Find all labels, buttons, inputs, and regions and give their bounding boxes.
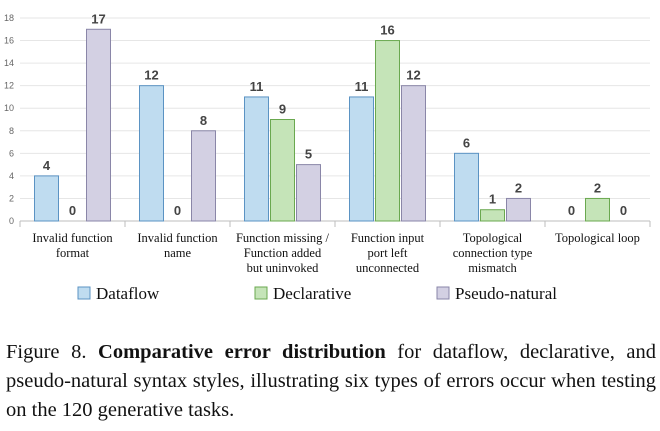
x-category-label: name	[164, 246, 192, 260]
x-category-label: port left	[368, 246, 408, 260]
y-tick-label: 0	[9, 216, 14, 226]
legend-swatch	[77, 286, 91, 300]
bar	[585, 197, 610, 222]
bar	[506, 197, 531, 222]
data-label: 0	[69, 203, 76, 218]
data-label: 17	[91, 11, 105, 26]
x-category-label: mismatch	[468, 261, 517, 275]
data-label: 8	[200, 113, 207, 128]
bar	[454, 152, 479, 222]
y-tick-label: 18	[4, 13, 14, 23]
y-tick-label: 14	[4, 58, 14, 68]
data-label: 11	[250, 79, 264, 94]
bar	[375, 40, 400, 222]
x-category-label: Topological loop	[555, 231, 640, 245]
y-tick-label: 8	[9, 126, 14, 136]
bar	[296, 164, 321, 222]
x-category-label: Invalid function	[32, 231, 113, 245]
data-label: 6	[463, 135, 470, 150]
y-tick-label: 2	[9, 193, 14, 203]
data-label: 12	[144, 68, 158, 83]
figure-caption: Figure 8. Comparative error distribution…	[6, 338, 656, 425]
data-label: 0	[620, 203, 627, 218]
data-label: 12	[406, 68, 420, 83]
y-tick-label: 16	[4, 36, 14, 46]
legend-label: Pseudo-natural	[455, 284, 557, 303]
bar	[480, 209, 505, 222]
data-label: 0	[568, 203, 575, 218]
x-category-label: Function missing /	[236, 231, 330, 245]
x-category-label: connection type	[453, 246, 533, 260]
x-category-label: Invalid function	[137, 231, 218, 245]
data-label: 11	[355, 79, 369, 94]
y-tick-label: 10	[4, 103, 14, 113]
x-category-label: but uninvoked	[247, 261, 320, 275]
bar	[401, 85, 426, 222]
bar	[34, 175, 59, 222]
caption-bold-text: Comparative error distribution	[98, 341, 386, 363]
caption-text: for dataflow, declarative, and pseudo-na…	[6, 341, 657, 421]
bar	[86, 28, 111, 222]
y-tick-label: 4	[9, 171, 14, 181]
bar	[191, 130, 216, 222]
bar	[139, 85, 164, 222]
data-label: 9	[279, 102, 286, 117]
legend-label: Declarative	[273, 284, 351, 303]
data-label: 2	[594, 180, 601, 195]
bar	[349, 96, 374, 222]
y-tick-label: 12	[4, 81, 14, 91]
bar	[244, 96, 269, 222]
data-label: 1	[489, 192, 496, 207]
data-label: 5	[305, 147, 312, 162]
legend-swatch	[436, 286, 450, 300]
x-category-label: Function input	[351, 231, 425, 245]
x-category-label: unconnected	[356, 261, 420, 275]
y-tick-label: 6	[9, 148, 14, 158]
x-category-label: Topological	[463, 231, 523, 245]
data-label: 2	[515, 180, 522, 195]
x-category-label: format	[56, 246, 90, 260]
x-category-label: Function added	[244, 246, 322, 260]
legend-label: Dataflow	[96, 284, 160, 303]
data-label: 16	[380, 23, 394, 38]
data-label: 4	[43, 158, 51, 173]
data-label: 0	[174, 203, 181, 218]
caption-label: Figure 8.	[6, 341, 87, 363]
bar	[270, 119, 295, 222]
legend-swatch	[254, 286, 268, 300]
